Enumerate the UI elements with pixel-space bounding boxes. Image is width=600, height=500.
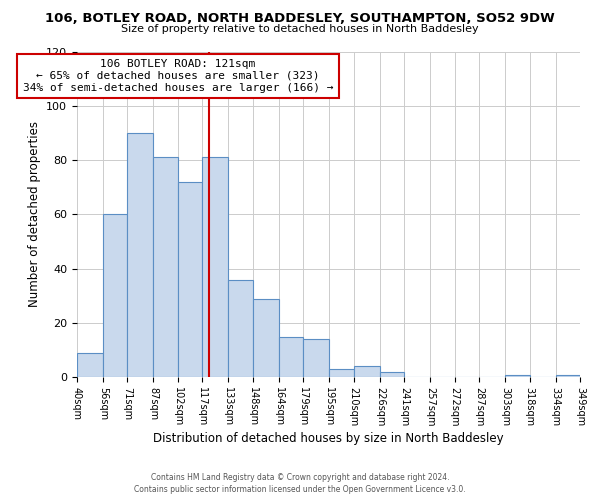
Text: 106 BOTLEY ROAD: 121sqm
← 65% of detached houses are smaller (323)
34% of semi-d: 106 BOTLEY ROAD: 121sqm ← 65% of detache… (23, 60, 333, 92)
Bar (329, 369, 354, 377)
X-axis label: Distribution of detached houses by size in North Baddesley: Distribution of detached houses by size … (153, 432, 504, 445)
Bar (380, 372, 404, 377)
Bar (505, 374, 530, 377)
Bar (229, 280, 253, 377)
Y-axis label: Number of detached properties: Number of detached properties (28, 122, 41, 308)
Text: Size of property relative to detached houses in North Baddesley: Size of property relative to detached ho… (121, 24, 479, 34)
Bar (77, 353, 103, 377)
Bar (556, 374, 580, 377)
Bar (154, 158, 178, 377)
Bar (354, 366, 380, 377)
Bar (253, 298, 279, 377)
Bar (103, 214, 127, 377)
Text: Contains HM Land Registry data © Crown copyright and database right 2024.
Contai: Contains HM Land Registry data © Crown c… (134, 472, 466, 494)
Bar (279, 336, 303, 377)
Bar (303, 339, 329, 377)
Bar (127, 133, 154, 377)
Text: 106, BOTLEY ROAD, NORTH BADDESLEY, SOUTHAMPTON, SO52 9DW: 106, BOTLEY ROAD, NORTH BADDESLEY, SOUTH… (45, 12, 555, 26)
Bar (178, 182, 202, 377)
Bar (202, 158, 229, 377)
